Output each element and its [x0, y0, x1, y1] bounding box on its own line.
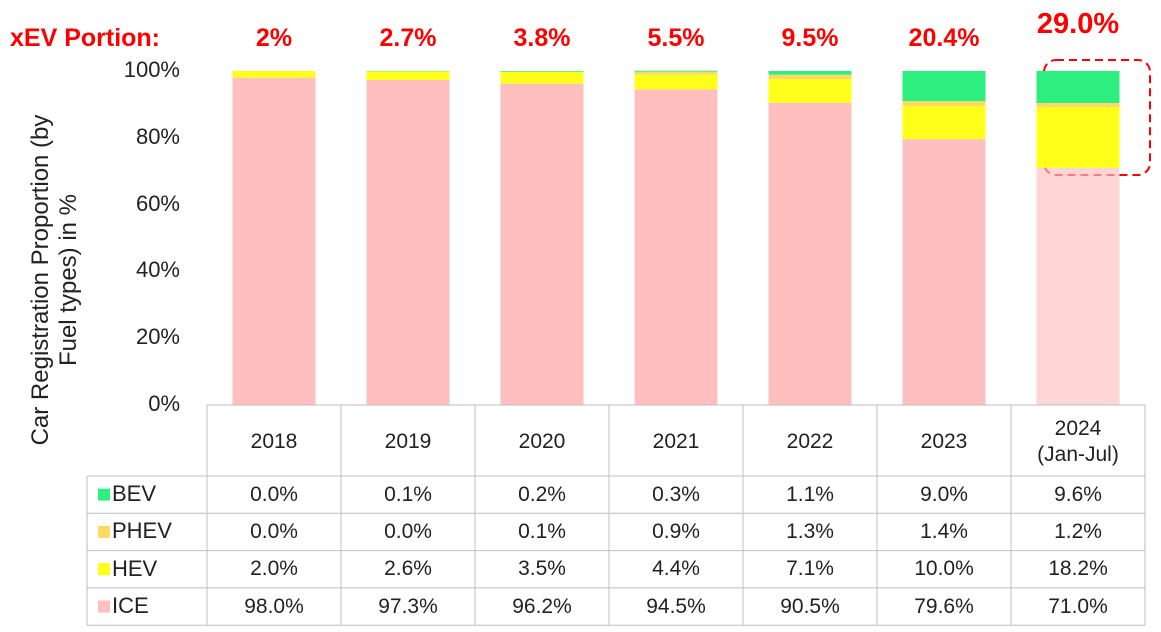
- bar-segment: [768, 74, 852, 80]
- bar-segment: [902, 71, 986, 102]
- table-value: 1.4%: [920, 519, 968, 543]
- legend-label: ICE: [112, 592, 149, 618]
- table-value: 2.0%: [250, 557, 298, 581]
- x-category-label: 2018: [250, 430, 298, 453]
- table-value: 4.4%: [652, 557, 700, 581]
- x-category-label: 2021: [652, 430, 700, 453]
- bar-segment: [1036, 71, 1120, 104]
- bar-segment: [902, 101, 986, 106]
- table-value: 7.1%: [786, 557, 834, 581]
- legend-swatch: [98, 600, 110, 613]
- bar-segment: [902, 139, 986, 406]
- bar-segment: [500, 71, 584, 72]
- bar-segment: [232, 77, 316, 406]
- x-category-label: 2020: [518, 430, 566, 453]
- bar-segment: [634, 74, 718, 90]
- y-tick-label: 20%: [135, 324, 180, 350]
- table-value: 9.6%: [1054, 482, 1102, 506]
- annotation-value: 5.5%: [647, 24, 705, 52]
- table-value: 0.0%: [384, 519, 432, 543]
- legend-swatch: [98, 488, 110, 501]
- table-value: 0.1%: [384, 482, 432, 506]
- table-value: 1.3%: [786, 519, 834, 543]
- annotation-value: 2.7%: [379, 24, 437, 52]
- legend-swatch: [98, 563, 110, 576]
- bar-segment: [634, 70, 718, 72]
- annotation-value: 3.8%: [513, 24, 571, 52]
- bar-segment: [768, 79, 852, 103]
- bar-segment: [500, 72, 584, 84]
- table-value: 10.0%: [914, 557, 974, 581]
- bar-segment: [500, 83, 584, 405]
- table-value: 90.5%: [780, 594, 840, 618]
- bar-segment: [634, 71, 718, 75]
- legend-label: HEV: [112, 555, 158, 581]
- bar-segment: [1036, 107, 1120, 168]
- table-value: 0.1%: [518, 519, 566, 543]
- table-value: 0.0%: [250, 482, 298, 506]
- x-category-label: 2023: [920, 430, 968, 453]
- table-value: 0.0%: [250, 519, 298, 543]
- table-value: 2.6%: [384, 557, 432, 581]
- annotation-value: 29.0%: [1036, 8, 1120, 40]
- bar-segment: [768, 102, 852, 405]
- bar-segment: [1036, 167, 1120, 405]
- bar-segment: [768, 71, 852, 75]
- table-value: 9.0%: [920, 482, 968, 506]
- bar-segment: [366, 80, 450, 405]
- annotation-value: 9.5%: [781, 24, 839, 52]
- table-value: 97.3%: [378, 594, 438, 618]
- annotation-value: 20.4%: [908, 24, 980, 52]
- x-category-label: 2022: [786, 430, 834, 453]
- table-value: 79.6%: [914, 594, 974, 618]
- table-value: 96.2%: [512, 594, 572, 618]
- y-tick-label: 60%: [135, 190, 180, 216]
- annotation-value: 2%: [255, 24, 293, 52]
- bar-segment: [634, 89, 718, 406]
- y-axis-title: Car Registration Proportion (by Fuel typ…: [27, 114, 82, 446]
- table-value: 0.3%: [652, 482, 700, 506]
- table-value: 0.2%: [518, 482, 566, 506]
- bar-segment: [1036, 103, 1120, 108]
- y-tick-label: 0%: [148, 391, 180, 416]
- table-value: 1.1%: [786, 482, 834, 506]
- x-category-label: 2024 (Jan-Jul): [1037, 417, 1119, 466]
- table-value: 1.2%: [1054, 519, 1102, 543]
- annotation-label: xEV Portion:: [10, 24, 161, 52]
- table-value: 98.0%: [244, 594, 304, 618]
- table-value: 18.2%: [1048, 557, 1108, 581]
- table-value: 0.9%: [652, 519, 700, 543]
- bar-segment: [366, 71, 450, 81]
- table-value: 94.5%: [646, 594, 706, 618]
- bar-segment: [902, 105, 986, 140]
- y-tick-label: 80%: [135, 123, 180, 149]
- x-category-label: 2019: [384, 430, 432, 453]
- legend-swatch: [98, 525, 110, 538]
- table-value: 71.0%: [1048, 594, 1108, 618]
- legend-label: PHEV: [112, 518, 172, 544]
- table-value: 3.5%: [518, 557, 566, 581]
- legend-label: BEV: [112, 481, 157, 506]
- y-tick-label: 100%: [123, 57, 180, 82]
- bar-segment: [232, 71, 316, 78]
- y-tick-label: 40%: [135, 257, 180, 283]
